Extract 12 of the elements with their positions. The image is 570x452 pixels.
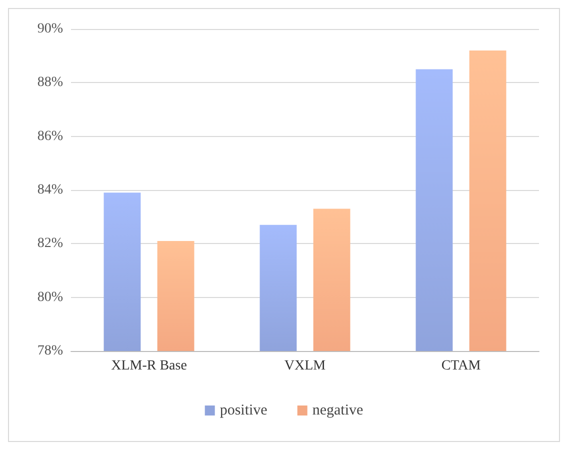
- y-tick-label: 90%: [37, 22, 64, 36]
- legend-label: negative: [312, 402, 364, 418]
- x-tick-label: VXLM: [284, 358, 326, 374]
- y-tick-label: 78%: [37, 344, 64, 358]
- y-tick-label: 84%: [37, 182, 64, 198]
- x-tick-label: CTAM: [441, 358, 482, 374]
- y-tick-label: 82%: [37, 236, 64, 252]
- legend-label: positive: [220, 402, 268, 418]
- y-tick-label: 80%: [37, 290, 64, 305]
- y-tick-label: 86%: [37, 128, 64, 144]
- x-tick-label: XLM-R Base: [111, 358, 187, 374]
- y-tick-label: 88%: [37, 75, 64, 90]
